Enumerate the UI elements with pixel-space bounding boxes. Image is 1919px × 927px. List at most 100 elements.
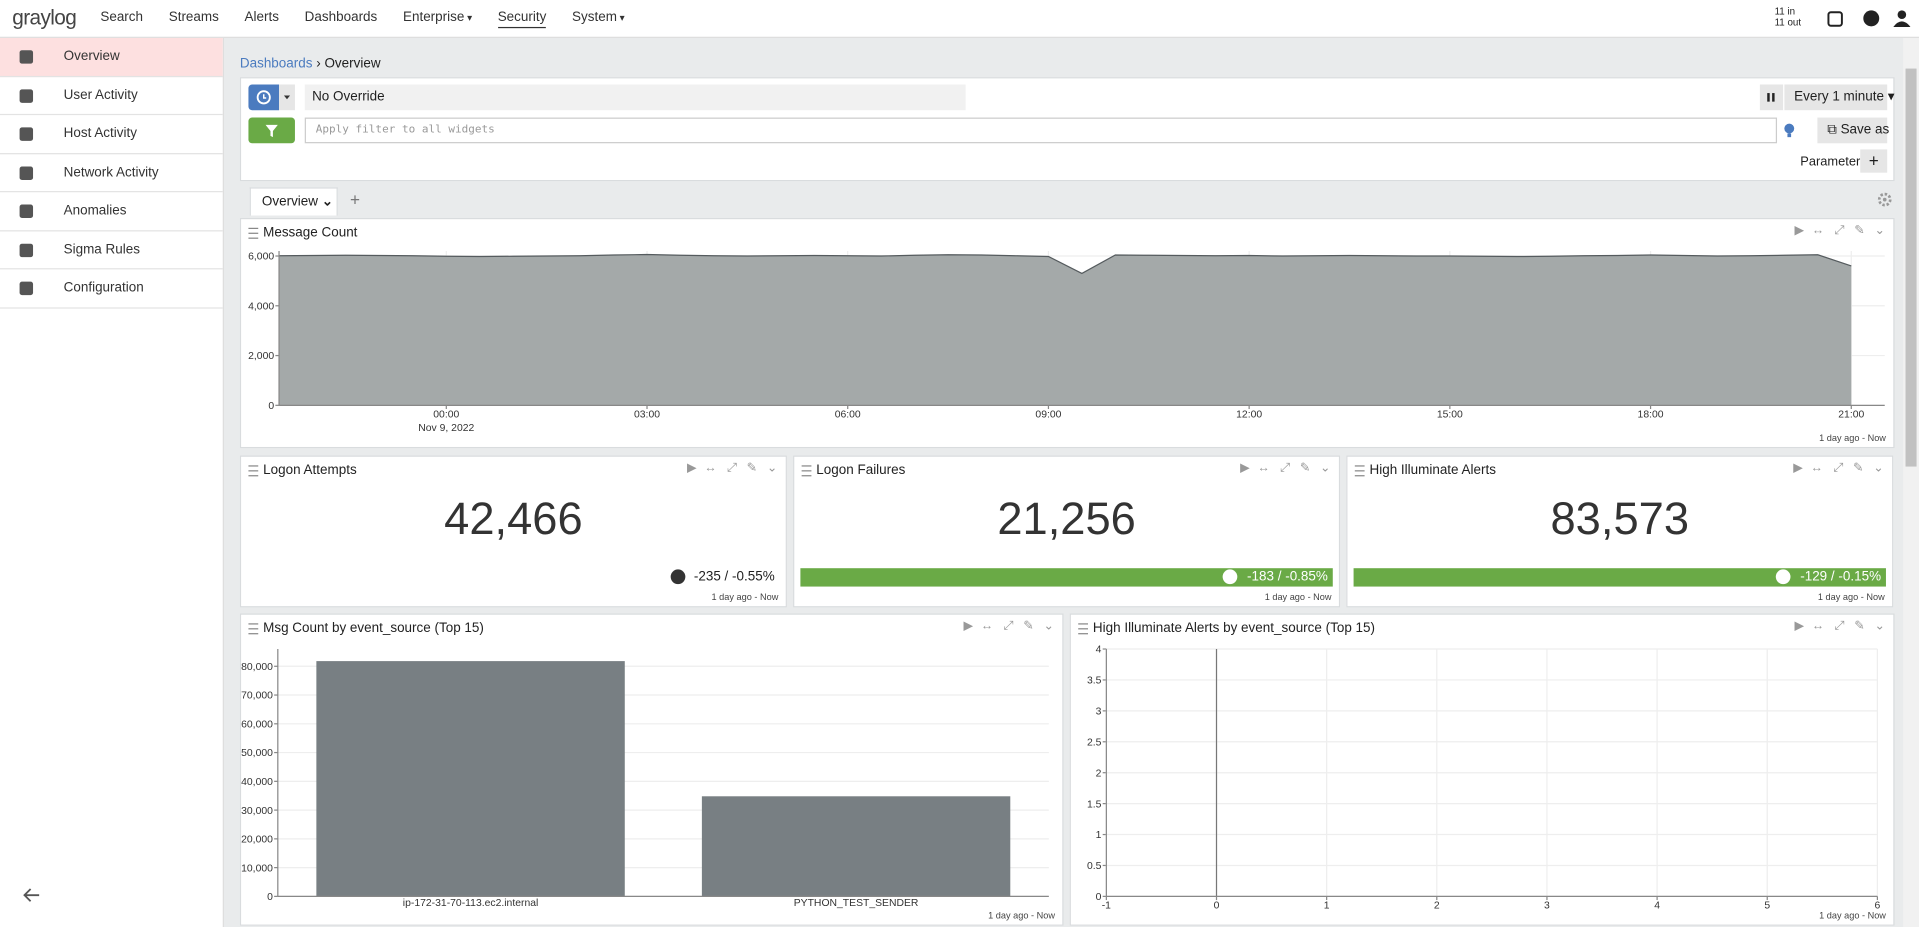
sidebar-icon <box>19 88 34 103</box>
widget-action[interactable]: ⤢ <box>1834 619 1845 634</box>
x-tick-label: 5 <box>1764 901 1770 912</box>
y-tick-label: 50,000 <box>241 748 273 759</box>
widget-title: Message Count <box>263 225 358 241</box>
widget-action[interactable]: ↔ <box>1811 619 1825 634</box>
sidebar-icon <box>19 50 34 64</box>
widget-action[interactable]: ⤢ <box>1834 224 1845 238</box>
x-tick-label: 4 <box>1654 901 1660 912</box>
sidebar-item[interactable]: Overview <box>0 37 223 77</box>
nav-item[interactable]: Dashboards <box>304 9 378 25</box>
widget-action[interactable]: ↔ <box>704 461 717 476</box>
nav-item[interactable]: Enterprise ▾ <box>402 9 473 25</box>
widget-action[interactable]: ✎ <box>1853 461 1864 476</box>
widget-action[interactable]: ⌄ <box>1874 224 1885 238</box>
widget-action[interactable]: ✎ <box>746 461 757 476</box>
nav-item[interactable]: Streams <box>168 9 219 25</box>
y-tick-label: 4 <box>1096 645 1102 656</box>
pause-button[interactable] <box>1759 84 1784 111</box>
y-tick-label: 2 <box>1096 768 1102 779</box>
widget-action[interactable]: ✎ <box>1854 619 1865 634</box>
trend-bar: -235 / -0.55% <box>247 568 779 586</box>
widget-action[interactable]: ▶ <box>1793 461 1803 476</box>
logo[interactable]: graylog <box>12 6 77 30</box>
widget-action[interactable]: ⌄ <box>1874 619 1885 634</box>
widget: Logon Attempts ▶ ↔ ⤢ ✎ ⌄ 1 day ago - Now 42,466… <box>239 455 787 608</box>
save-button[interactable]: ⧉ Save as <box>1817 117 1889 144</box>
widget-action[interactable]: ✎ <box>1299 461 1311 476</box>
drag-handle[interactable] <box>248 623 259 635</box>
drag-handle[interactable] <box>248 227 259 239</box>
help-icon[interactable] <box>1863 10 1880 27</box>
filter-button[interactable] <box>248 117 295 144</box>
sidebar-item[interactable]: Network Activity <box>0 154 223 193</box>
sidebar-item[interactable]: Anomalies <box>0 192 223 231</box>
time-caret[interactable] <box>279 84 295 111</box>
parameters-label: Parameters <box>1800 154 1867 169</box>
widget-action[interactable]: ↔ <box>980 619 994 634</box>
edit-icon[interactable] <box>1827 11 1843 27</box>
drag-handle-mid <box>1078 627 1089 629</box>
drag-handle[interactable] <box>248 465 259 477</box>
breadcrumb-link[interactable]: Dashboards <box>239 56 313 72</box>
time-button[interactable] <box>248 84 280 111</box>
widget-action[interactable]: ⌄ <box>1873 461 1884 476</box>
widget-action[interactable]: ↔ <box>1810 461 1823 476</box>
y-tick-label: 60,000 <box>241 719 273 730</box>
sidebar-icon <box>19 204 34 218</box>
user-icon[interactable] <box>1897 10 1907 19</box>
nav-item[interactable]: System ▾ <box>572 9 625 25</box>
refresh-select[interactable]: Every 1 minute ▾ <box>1784 84 1894 111</box>
nav-item[interactable]: Search <box>100 9 144 25</box>
x-tick-label: 18:00 <box>1638 410 1664 421</box>
area-line <box>279 253 1852 275</box>
widget-action[interactable]: ▶ <box>963 619 973 634</box>
sidebar-label: Anomalies <box>63 203 127 218</box>
throughput-out: 11 out <box>1774 17 1802 29</box>
widget-action[interactable]: ▶ <box>686 461 697 476</box>
override-field[interactable]: No Override <box>304 84 966 111</box>
widget-action[interactable]: ⤢ <box>726 461 737 476</box>
y-tick-label: 4,000 <box>248 301 274 312</box>
widget-action[interactable]: ▶ <box>1794 619 1804 634</box>
drag-handle-mid <box>248 627 259 629</box>
widget-action[interactable]: ⌄ <box>766 461 778 476</box>
tab[interactable]: Overview ⌄ <box>249 187 338 216</box>
widget-action[interactable]: ⤢ <box>1003 619 1014 634</box>
collapse-arrow[interactable] <box>22 887 42 904</box>
drag-handle[interactable] <box>801 465 812 477</box>
sidebar: Overview User Activity Host Activity Networ… <box>0 37 224 927</box>
query-input[interactable]: Apply filter to all widgets <box>304 117 1778 144</box>
drag-handle[interactable] <box>1354 465 1365 477</box>
sidebar-item[interactable]: Configuration <box>0 269 223 308</box>
scrollbar-thumb[interactable] <box>1905 68 1917 467</box>
sidebar-label: User Activity <box>63 87 138 103</box>
hint-icon[interactable] <box>1783 122 1795 139</box>
settings-icon[interactable] <box>1877 192 1892 207</box>
sidebar-item[interactable]: User Activity <box>0 77 223 116</box>
y-tick-label: 10,000 <box>241 863 273 874</box>
trend-icon <box>1775 569 1791 585</box>
widget-action[interactable]: ⤢ <box>1280 461 1290 476</box>
widget-action[interactable]: ✎ <box>1023 619 1034 634</box>
widget-action[interactable]: ⌄ <box>1320 461 1331 476</box>
nav-item[interactable]: Security <box>497 10 547 29</box>
stat-value: 83,573 <box>1550 493 1690 544</box>
sidebar-item[interactable]: Host Activity <box>0 115 223 154</box>
widget-action[interactable]: ↔ <box>1811 224 1825 238</box>
add-tab[interactable]: + <box>350 189 361 210</box>
widget-action[interactable]: ✎ <box>1854 224 1865 238</box>
sidebar-item[interactable]: Sigma Rules <box>0 231 223 270</box>
widget-action[interactable]: ▶ <box>1794 224 1804 238</box>
widget-action[interactable]: ⤢ <box>1833 461 1844 476</box>
nav-item[interactable]: Alerts <box>244 9 279 25</box>
trend-text: -129 / -0.15% <box>1800 569 1882 585</box>
widget-action[interactable]: ⌄ <box>1043 619 1054 634</box>
widget-action[interactable]: ↔ <box>1257 461 1270 476</box>
drag-handle-mid <box>1354 469 1365 471</box>
widget-action[interactable]: ▶ <box>1240 461 1250 476</box>
add-parameter[interactable]: + <box>1860 149 1888 173</box>
trend-text: -235 / -0.55% <box>693 569 775 585</box>
drag-handle[interactable] <box>1078 623 1089 635</box>
